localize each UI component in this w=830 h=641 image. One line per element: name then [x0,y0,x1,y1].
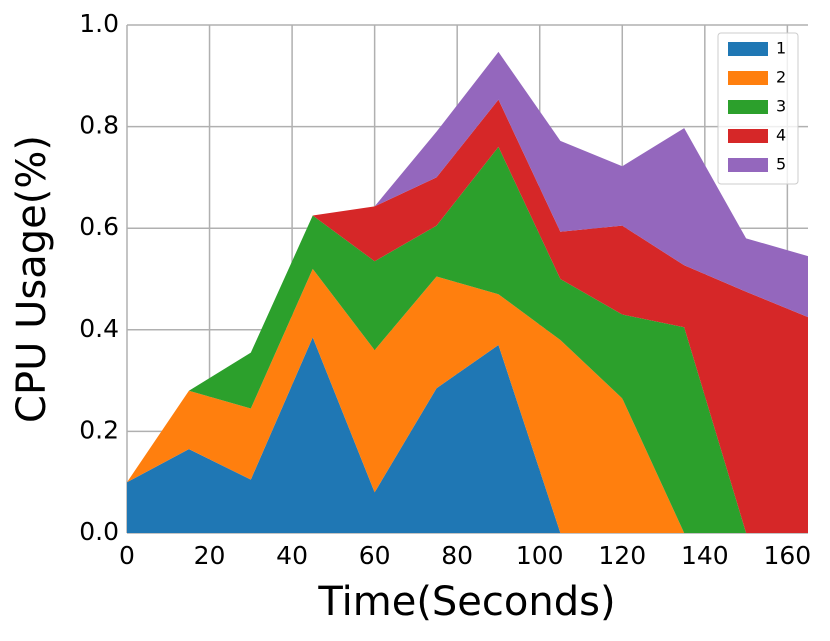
x-tick-label: 80 [441,541,473,570]
x-tick-label: 20 [194,541,226,570]
legend-swatch [728,71,768,85]
area [127,146,808,534]
x-tick-label: 60 [359,541,391,570]
legend-label: 1 [776,39,786,58]
legend-swatch [728,158,768,172]
area [127,337,808,533]
y-tick-label: 0.4 [79,314,119,343]
x-tick-label: 160 [764,541,812,570]
area [127,51,808,483]
legend-label: 5 [776,155,786,174]
y-axis-label: CPU Usage(%) [9,135,55,423]
y-tick-label: 1.0 [79,9,119,38]
legend-swatch [728,42,768,56]
x-tick-label: 120 [598,541,646,570]
x-tick-label: 0 [119,541,135,570]
x-tick-label: 40 [276,541,308,570]
y-tick-label: 0.6 [79,212,119,241]
legend-label: 3 [776,97,786,116]
x-tick-label: 100 [516,541,564,570]
area [127,268,808,533]
x-tick-label: 140 [681,541,729,570]
legend-label: 2 [776,68,786,87]
legend-swatch [728,100,768,114]
x-axis-label: Time(Seconds) [317,579,615,625]
y-tick-label: 0.0 [79,517,119,546]
y-tick-label: 0.2 [79,415,119,444]
area [127,99,808,534]
legend-label: 4 [776,126,786,145]
legend-swatch [728,129,768,143]
y-tick-label: 0.8 [79,111,119,140]
